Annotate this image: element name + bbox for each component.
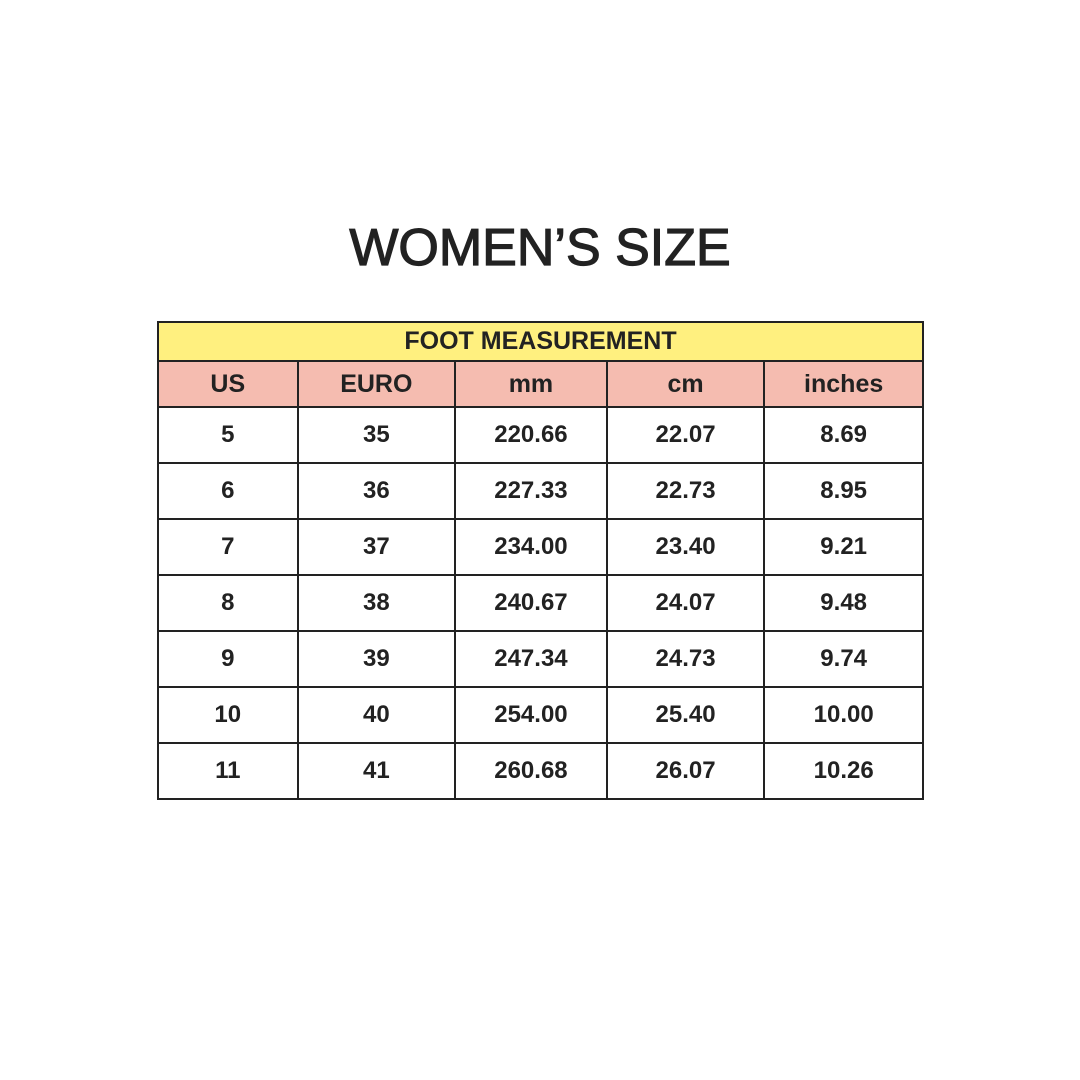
size-table: FOOT MEASUREMENT US EURO mm cm inches 5 35 220… — [157, 321, 924, 800]
table-cell: 9.74 — [763, 630, 924, 688]
column-header: US — [157, 360, 299, 408]
table-cell: 38 — [296, 574, 457, 632]
table-cell: 22.73 — [605, 462, 766, 520]
table-cell: 260.68 — [454, 742, 608, 800]
table-row: 8 38 240.67 24.07 9.48 — [157, 574, 924, 632]
table-cell: 40 — [296, 686, 457, 744]
table-cell: 24.07 — [605, 574, 766, 632]
table-cell: 35 — [296, 406, 457, 464]
table-cell: 6 — [157, 462, 299, 520]
table-cell: 227.33 — [454, 462, 608, 520]
table-cell: 23.40 — [605, 518, 766, 576]
table-cell: 8.69 — [763, 406, 924, 464]
table-cell: 10 — [157, 686, 299, 744]
table-cell: 9.48 — [763, 574, 924, 632]
table-cell: 8.95 — [763, 462, 924, 520]
table-cell: 26.07 — [605, 742, 766, 800]
table-cell: 5 — [157, 406, 299, 464]
table-cell: 234.00 — [454, 518, 608, 576]
table-cell: 247.34 — [454, 630, 608, 688]
table-cell: 220.66 — [454, 406, 608, 464]
table-cell: 10.26 — [763, 742, 924, 800]
table-row: 11 41 260.68 26.07 10.26 — [157, 742, 924, 800]
table-cell: 36 — [296, 462, 457, 520]
table-cell: 25.40 — [605, 686, 766, 744]
table-row: 9 39 247.34 24.73 9.74 — [157, 630, 924, 688]
table-cell: 41 — [296, 742, 457, 800]
table-cell: 10.00 — [763, 686, 924, 744]
column-header: cm — [605, 360, 766, 408]
table-cell: 8 — [157, 574, 299, 632]
column-header: inches — [763, 360, 924, 408]
group-header: FOOT MEASUREMENT — [157, 321, 924, 362]
table-row: 5 35 220.66 22.07 8.69 — [157, 406, 924, 464]
table-row: 6 36 227.33 22.73 8.95 — [157, 462, 924, 520]
column-header: EURO — [296, 360, 457, 408]
page-title: WOMEN’S SIZE — [349, 218, 732, 277]
table-cell: 9.21 — [763, 518, 924, 576]
table-cell: 37 — [296, 518, 457, 576]
table-row: 7 37 234.00 23.40 9.21 — [157, 518, 924, 576]
table-row: 10 40 254.00 25.40 10.00 — [157, 686, 924, 744]
table-cell: 240.67 — [454, 574, 608, 632]
table-cell: 7 — [157, 518, 299, 576]
column-header: mm — [454, 360, 608, 408]
table-cell: 39 — [296, 630, 457, 688]
table-cell: 9 — [157, 630, 299, 688]
table-cell: 11 — [157, 742, 299, 800]
table-cell: 24.73 — [605, 630, 766, 688]
table-cell: 22.07 — [605, 406, 766, 464]
table-cell: 254.00 — [454, 686, 608, 744]
